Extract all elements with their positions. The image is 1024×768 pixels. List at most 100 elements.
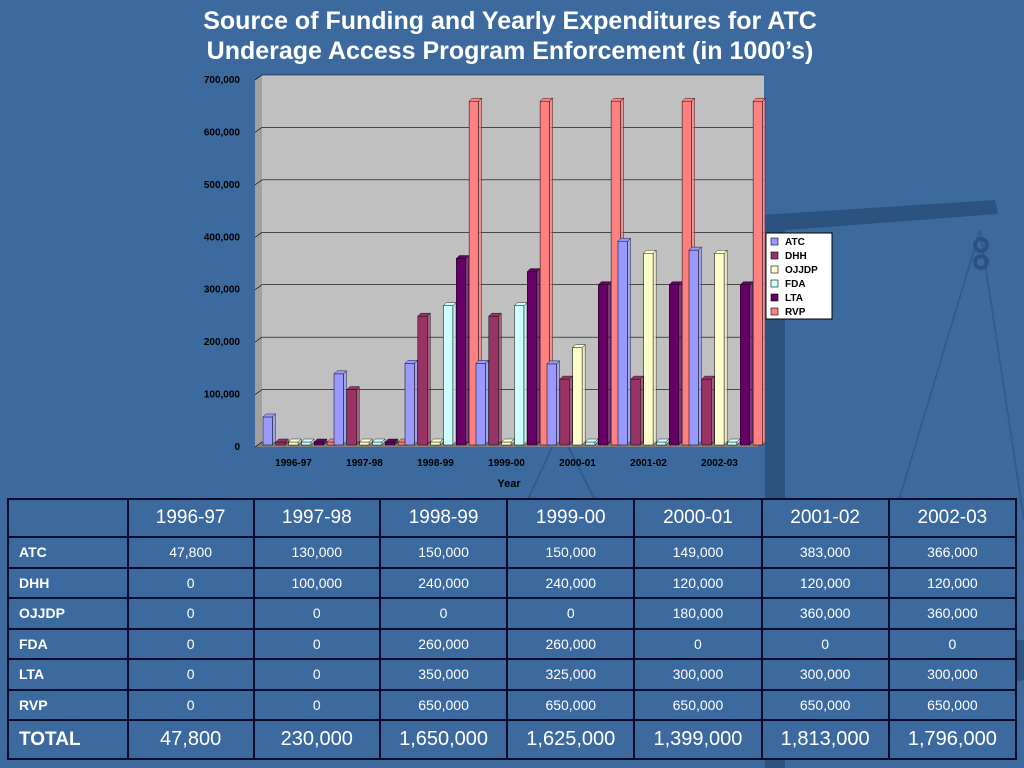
x-tick-label: 2001-02 xyxy=(630,458,667,469)
bar-side-atc-1998-99 xyxy=(414,359,418,446)
bar-top-rvp-2002-03 xyxy=(752,98,767,102)
bar-lta-2002-03 xyxy=(740,284,751,446)
gridline-side xyxy=(254,336,263,343)
bar-dhh-2001-02 xyxy=(630,378,641,446)
legend-swatch-fda xyxy=(770,279,779,288)
table-cell: 650,000 xyxy=(378,688,509,721)
total-label: TOTAL xyxy=(7,719,129,760)
bar-top-atc-1998-99 xyxy=(404,360,418,364)
bar-atc-2000-01 xyxy=(546,363,557,446)
plot-side-wall xyxy=(255,75,262,447)
table-cell: 0 xyxy=(126,597,255,630)
y-tick-label: 300,000 xyxy=(204,285,241,296)
table-cell: 47,800 xyxy=(126,536,255,569)
x-tick-label: 1997-98 xyxy=(346,458,383,469)
bar-top-fda-1999-00 xyxy=(513,302,528,306)
bar-side-lta-2002-03 xyxy=(749,281,753,446)
y-tick-label: 0 xyxy=(234,442,240,453)
bars-group xyxy=(262,97,767,446)
bar-top-dhh-2001-02 xyxy=(630,375,644,380)
bar-fda-1996-97 xyxy=(301,441,312,446)
bar-fda-1999-00 xyxy=(514,305,525,446)
total-cell: 47,800 xyxy=(126,719,255,760)
bar-side-ojjdp-2002-03 xyxy=(723,249,728,446)
table-cell: 300,000 xyxy=(633,658,763,691)
bar-top-ojjdp-2000-01 xyxy=(572,344,586,348)
legend-label-dhh: DHH xyxy=(785,251,807,262)
table-cell: 120,000 xyxy=(887,566,1018,599)
total-cell: 1,625,000 xyxy=(506,719,636,760)
table-cell: 0 xyxy=(126,688,255,721)
table-cell: 350,000 xyxy=(378,658,509,691)
x-tick-label: 2002-03 xyxy=(701,458,738,469)
table-cell: 0 xyxy=(633,627,763,660)
table-cell: 0 xyxy=(252,627,381,660)
bar-top-dhh-1997-98 xyxy=(346,386,360,390)
bar-top-rvp-1998-99 xyxy=(468,98,483,102)
bar-dhh-2002-03 xyxy=(701,378,712,446)
bar-side-rvp-2002-03 xyxy=(762,97,766,446)
bar-atc-1996-97 xyxy=(262,416,273,446)
bar-top-ojjdp-1999-00 xyxy=(501,438,515,443)
bar-top-dhh-2002-03 xyxy=(701,375,715,380)
table-cell: 383,000 xyxy=(760,536,890,569)
bar-top-fda-1998-99 xyxy=(442,302,457,306)
row-label: FDA xyxy=(7,627,129,660)
bar-top-lta-2002-03 xyxy=(739,281,754,285)
table-cell: 240,000 xyxy=(506,566,636,599)
table-total-row: TOTAL 47,800 230,000 1,650,000 1,625,000 1,39… xyxy=(7,719,1018,760)
bar-top-dhh-2000-01 xyxy=(559,375,573,380)
bar-side-atc-2001-02 xyxy=(627,237,631,446)
bar-side-lta-2000-01 xyxy=(607,281,611,446)
table-cell: 0 xyxy=(252,658,381,691)
table-cell: 260,000 xyxy=(506,627,636,660)
row-label: ATC xyxy=(7,536,129,569)
legend-box xyxy=(765,232,833,320)
legend-swatch-ojjdp xyxy=(770,265,779,274)
bar-rvp-2002-03 xyxy=(752,100,763,446)
row-label: RVP xyxy=(7,688,129,721)
table-cell: 120,000 xyxy=(633,566,763,599)
table-cell: 150,000 xyxy=(506,536,636,569)
table-cell: 0 xyxy=(760,627,890,660)
table-cell: 240,000 xyxy=(378,566,509,599)
title-line-2: Underage Access Program Enforcement (in … xyxy=(206,37,814,65)
chart-title: Source of Funding and Yearly Expenditure… xyxy=(120,6,900,66)
table-row: FDA 0 0 260,000 260,000 0 0 0 xyxy=(7,627,1018,660)
gridline-side xyxy=(254,284,263,290)
bar-top-ojjdp-2002-03 xyxy=(714,250,728,254)
x-tick-label: 2000-01 xyxy=(559,458,596,469)
bar-top-lta-1997-98 xyxy=(384,438,399,443)
total-cell: 1,650,000 xyxy=(378,719,509,760)
bar-side-dhh-1999-00 xyxy=(498,312,502,446)
bar-side-atc-1996-97 xyxy=(272,413,276,446)
plot-back-wall xyxy=(262,75,764,442)
table-header-cell: 2000-01 xyxy=(633,498,763,538)
bar-fda-2002-03 xyxy=(727,441,738,446)
table-cell: 0 xyxy=(378,597,509,630)
bar-top-atc-1997-98 xyxy=(333,370,347,375)
bar-fda-2001-02 xyxy=(656,441,667,446)
bar-side-dhh-2000-01 xyxy=(569,375,573,446)
bar-lta-1999-00 xyxy=(527,271,538,446)
bar-chart: 0 100,000 200,000 300,000 400,000 500,000 600,… xyxy=(204,74,833,490)
bar-ojjdp-2002-03 xyxy=(714,253,725,446)
bar-top-ojjdp-1996-97 xyxy=(288,438,302,443)
bar-side-lta-1998-99 xyxy=(465,255,469,446)
bar-dhh-1999-00 xyxy=(488,315,499,446)
bar-atc-1998-99 xyxy=(404,363,415,446)
table-header-cell: 2001-02 xyxy=(760,498,890,538)
row-label: LTA xyxy=(7,658,129,691)
bar-top-atc-1999-00 xyxy=(475,360,489,364)
bar-top-lta-1999-00 xyxy=(526,268,541,272)
legend-label-ojjdp: OJJDP xyxy=(785,265,818,276)
title-line-1: Source of Funding and Yearly Expenditure… xyxy=(203,7,817,35)
table-cell: 0 xyxy=(126,627,255,660)
bar-side-fda-1999-00 xyxy=(523,302,528,446)
bar-top-ojjdp-2001-02 xyxy=(643,250,657,254)
legend-swatch-atc xyxy=(770,237,779,246)
bar-ojjdp-2000-01 xyxy=(572,347,583,446)
legend-label-rvp: RVP xyxy=(785,307,806,318)
bar-lta-2000-01 xyxy=(598,284,609,446)
bar-lta-1997-98 xyxy=(385,441,396,446)
